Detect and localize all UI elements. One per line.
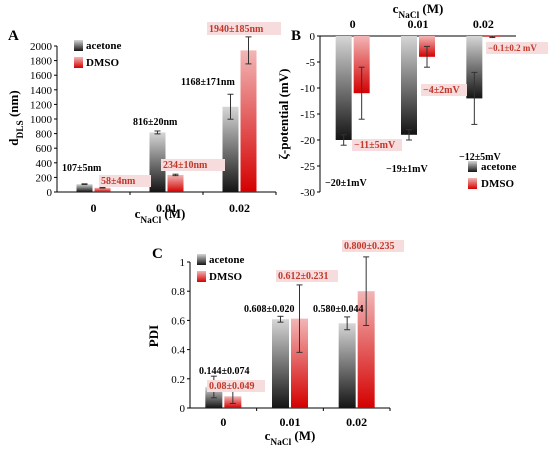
legend-swatch-b-dmso [468, 178, 477, 189]
x-tick-label-c: 0.01 [280, 415, 301, 429]
legend-label-c-dmso: DMSO [209, 271, 242, 283]
y-tick-label-a: 1600 [30, 70, 53, 82]
y-tick-label-b: -30 [300, 187, 315, 199]
y-tick-label-a: 600 [36, 143, 53, 155]
bar-a-acetone [222, 106, 239, 192]
bar-c-dmso [291, 318, 308, 408]
bar-a-dmso [240, 50, 257, 192]
data-label-bg-a [161, 159, 225, 171]
data-label-a-acetone: 1168±171nm [181, 77, 235, 88]
y-tick-label-b: -25 [300, 161, 315, 173]
data-label-bg-c [276, 270, 338, 282]
panel-label-b: B [291, 28, 301, 44]
legend-label-b-acetone: acetone [481, 161, 517, 173]
x-axis-title-c: cNaCl (M) [265, 428, 316, 448]
y-tick-label-b: -20 [300, 135, 315, 147]
y-tick-label-c: 1 [180, 257, 186, 269]
y-tick-label-a: 1800 [30, 56, 53, 68]
bar-b-acetone [401, 36, 417, 135]
bar-c-dmso [357, 291, 375, 408]
data-label-bg-b [486, 42, 548, 54]
legend-label-a-acetone: acetone [86, 40, 122, 52]
data-label-c-dmso: 0.612±0.231 [278, 271, 329, 282]
y-tick-label-b: -5 [306, 57, 316, 69]
data-label-b-dmso: −0.1±0.2 mV [488, 43, 537, 53]
legend-swatch-a-dmso [74, 57, 83, 68]
legend-swatch-a-acetone [74, 40, 83, 51]
x-axis-title-b: cNaCl (M) [393, 1, 444, 21]
panel-label-a: A [8, 28, 19, 44]
data-label-bg-c [207, 380, 265, 392]
legend-label-b-dmso: DMSO [481, 178, 514, 190]
data-label-b-acetone: −19±1mV [386, 164, 429, 175]
y-tick-label-a: 0 [47, 187, 53, 199]
data-label-bg-c [342, 240, 404, 252]
data-label-a-dmso: 234±10nm [163, 160, 208, 171]
data-label-a-dmso: 58±4nm [101, 176, 136, 187]
y-axis-title-a: dDLS (nm) [6, 90, 26, 145]
legend-swatch-c-acetone [197, 254, 206, 265]
y-tick-label-a: 200 [36, 172, 53, 184]
data-label-bg-b [421, 84, 467, 96]
bar-a-acetone [76, 184, 93, 192]
bar-a-acetone [149, 132, 166, 192]
data-label-c-dmso: 0.08±0.049 [209, 381, 255, 392]
panel-label-c: C [152, 246, 163, 262]
y-tick-label-c: 0.2 [171, 374, 185, 386]
y-tick-label-a: 1000 [30, 114, 53, 126]
y-tick-label-c: 0.4 [171, 345, 185, 357]
bar-a-dmso [167, 174, 184, 192]
bar-c-acetone [338, 323, 356, 408]
data-label-a-dmso: 1940±185nm [209, 24, 264, 35]
y-tick-label-c: 0 [180, 403, 186, 415]
data-label-c-dmso: 0.800±0.235 [344, 241, 395, 252]
y-tick-label-c: 0.8 [171, 286, 185, 298]
y-tick-label-b: -15 [300, 109, 315, 121]
x-tick-label-b: 0.02 [473, 17, 494, 31]
data-label-bg-b [352, 139, 402, 151]
y-axis-title-c: PDI [146, 325, 161, 347]
data-label-c-acetone: 0.580±0.044 [313, 304, 364, 315]
x-tick-label-a: 0 [91, 201, 97, 215]
bar-b-acetone [466, 36, 483, 99]
data-label-b-acetone: −12±5mV [459, 152, 502, 163]
y-tick-label-a: 1200 [30, 99, 53, 111]
bar-b-acetone [335, 36, 352, 140]
legend-swatch-c-dmso [197, 271, 206, 282]
x-tick-label-a: 0.01 [156, 201, 177, 215]
data-label-c-acetone: 0.144±0.074 [199, 366, 250, 377]
data-label-b-dmso: −11±5mV [354, 140, 396, 151]
x-tick-label-c: 0 [220, 415, 226, 429]
x-tick-label-b: 0.01 [408, 17, 429, 31]
x-tick-label-b: 0 [350, 17, 356, 31]
y-tick-label-a: 800 [36, 129, 53, 141]
y-tick-label-c: 0.6 [171, 315, 185, 327]
data-label-bg-a [207, 22, 281, 35]
legend-swatch-b-acetone [468, 161, 477, 172]
legend-label-a-dmso: DMSO [86, 57, 119, 69]
x-tick-label-c: 0.02 [346, 415, 367, 429]
data-label-a-acetone: 816±20nm [133, 117, 178, 128]
bar-a-dmso [94, 187, 111, 192]
y-tick-label-b: 0 [310, 31, 316, 43]
data-label-a-acetone: 107±5nm [62, 163, 102, 174]
bar-c-acetone [272, 319, 289, 408]
data-label-c-acetone: 0.608±0.020 [244, 304, 295, 315]
bar-b-dmso [353, 36, 370, 94]
y-tick-label-a: 1400 [30, 85, 53, 97]
y-tick-label-b: -10 [300, 83, 315, 95]
data-label-b-dmso: −4±2mV [423, 85, 461, 96]
x-tick-label-a: 0.02 [229, 201, 250, 215]
y-axis-title-b: ζ-potential (mV) [276, 69, 291, 160]
y-tick-label-a: 2000 [30, 41, 53, 53]
data-label-b-acetone: −20±1mV [325, 178, 368, 189]
x-axis-title-a: cNaCl (M) [135, 206, 186, 226]
legend-label-c-acetone: acetone [209, 254, 245, 266]
data-label-bg-a [99, 175, 151, 187]
y-tick-label-a: 400 [36, 158, 53, 170]
